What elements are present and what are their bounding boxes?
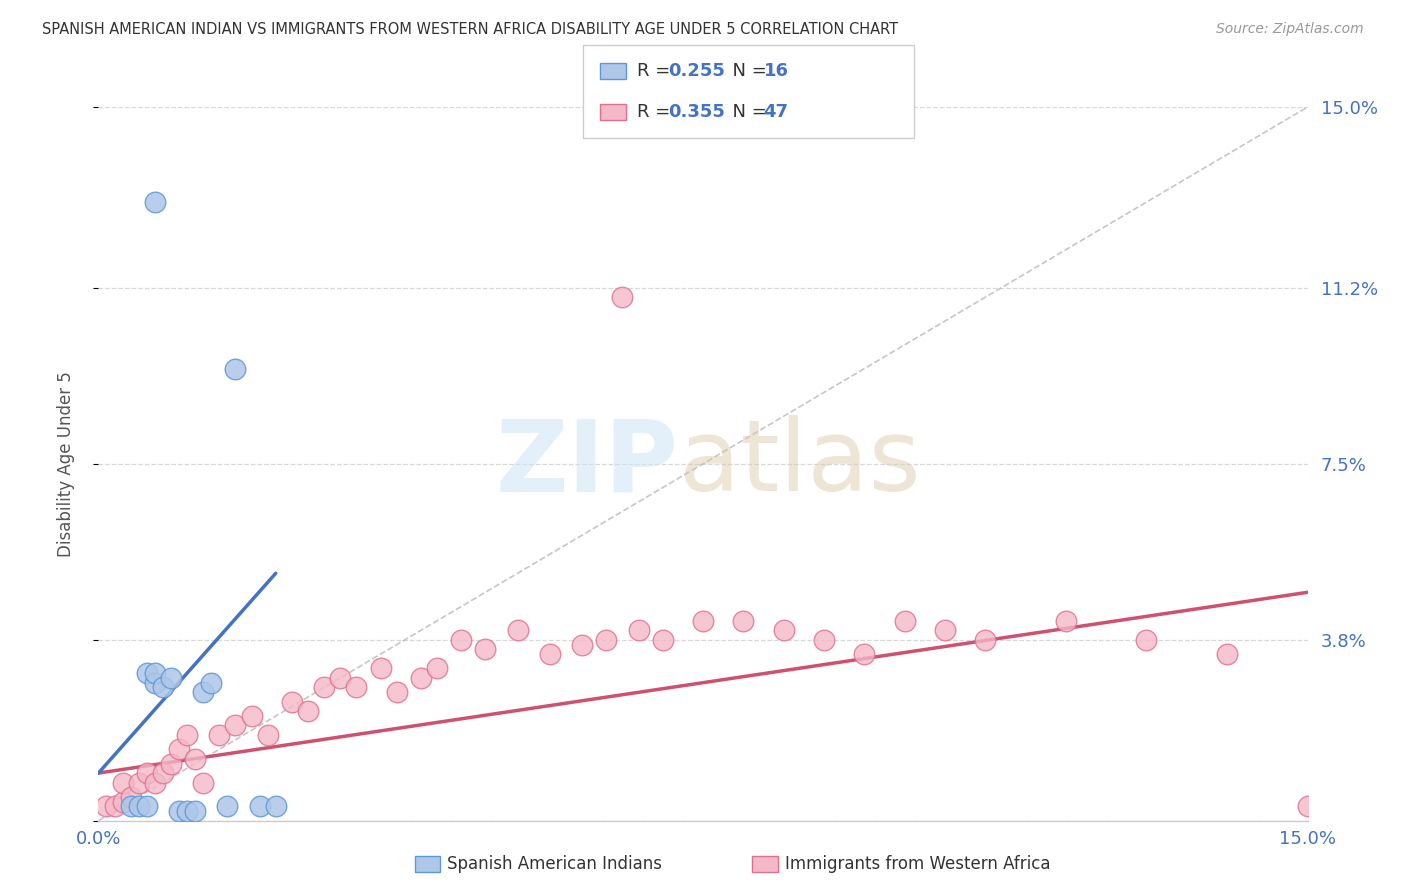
Text: Spanish American Indians: Spanish American Indians (447, 855, 662, 873)
Point (426, 661, 449, 675)
Point (128, 775, 150, 789)
Point (934, 624, 956, 638)
Point (176, 804, 198, 818)
Point (893, 614, 915, 628)
Point (120, 799, 142, 814)
Text: 16: 16 (763, 62, 789, 79)
Text: N =: N = (721, 103, 773, 121)
Point (143, 675, 166, 690)
Point (813, 632, 835, 647)
Point (143, 775, 166, 789)
Point (224, 361, 246, 376)
Point (135, 766, 157, 780)
Point (772, 624, 794, 638)
Point (329, 671, 352, 685)
Point (200, 675, 222, 690)
Point (96, 799, 118, 814)
Point (167, 804, 190, 818)
Text: R =: R = (637, 103, 676, 121)
Point (193, 775, 215, 789)
Text: 47: 47 (763, 103, 789, 121)
Point (167, 742, 190, 756)
Point (249, 799, 271, 814)
Point (474, 642, 496, 657)
Text: N =: N = (721, 62, 773, 79)
Point (135, 799, 157, 814)
Point (176, 728, 198, 742)
Point (143, 195, 166, 210)
Point (111, 775, 134, 789)
Point (160, 756, 183, 771)
Point (733, 614, 755, 628)
Point (128, 799, 150, 814)
Text: 0.255: 0.255 (668, 62, 724, 79)
Point (240, 709, 263, 723)
Point (1135, 632, 1157, 647)
Point (571, 638, 593, 652)
Point (281, 695, 304, 709)
Point (120, 789, 142, 804)
Point (193, 685, 215, 699)
Point (974, 632, 997, 647)
Point (111, 795, 134, 809)
Point (256, 728, 278, 742)
Point (184, 752, 207, 766)
Text: Immigrants from Western Africa: Immigrants from Western Africa (785, 855, 1050, 873)
Point (103, 799, 125, 814)
Point (184, 804, 207, 818)
Point (264, 799, 287, 814)
Point (135, 666, 157, 681)
Point (143, 666, 166, 681)
Point (208, 728, 231, 742)
Text: 0.355: 0.355 (668, 103, 724, 121)
Point (1054, 614, 1077, 628)
Point (651, 632, 673, 647)
Point (297, 704, 319, 718)
Text: R =: R = (637, 62, 676, 79)
Point (160, 671, 183, 685)
Point (314, 681, 336, 695)
Text: SPANISH AMERICAN INDIAN VS IMMIGRANTS FROM WESTERN AFRICA DISABILITY AGE UNDER 5: SPANISH AMERICAN INDIAN VS IMMIGRANTS FR… (42, 22, 898, 37)
Point (506, 624, 529, 638)
Point (370, 661, 392, 675)
Point (152, 766, 174, 780)
Point (627, 624, 650, 638)
Point (385, 685, 408, 699)
Point (450, 632, 472, 647)
Text: atlas: atlas (679, 416, 921, 512)
Text: ZIP: ZIP (496, 416, 679, 512)
Point (692, 614, 714, 628)
Point (217, 799, 239, 814)
Point (409, 671, 432, 685)
Text: Source: ZipAtlas.com: Source: ZipAtlas.com (1216, 22, 1364, 37)
Point (224, 718, 246, 732)
Y-axis label: Disability Age Under 5: Disability Age Under 5 (56, 371, 75, 557)
Point (595, 632, 617, 647)
Point (538, 647, 561, 661)
Point (1296, 799, 1319, 814)
Point (344, 681, 367, 695)
Point (853, 647, 876, 661)
Point (1216, 647, 1239, 661)
Point (152, 681, 174, 695)
Point (612, 290, 634, 304)
